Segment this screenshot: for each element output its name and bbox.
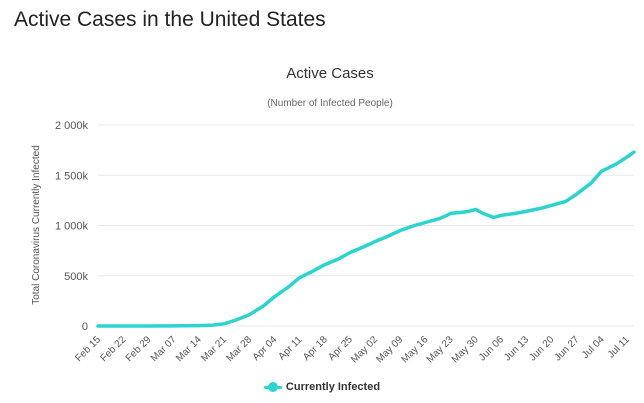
x-tick-label: May 02 (349, 334, 380, 365)
series-line-currently-infected[interactable] (96, 150, 636, 328)
x-tick-label: Jun 13 (502, 334, 531, 363)
chart-subtitle: (Number of Infected People) (267, 98, 393, 109)
x-tick-label: Jun 06 (477, 334, 506, 363)
y-axis-label: Total Coronavirus Currently Infected (31, 145, 42, 305)
x-tick-label: Jul 04 (580, 334, 607, 361)
chart-title: Active Cases (286, 65, 374, 82)
x-tick-label: Apr 18 (301, 334, 330, 363)
y-tick-label: 2 000k (55, 120, 89, 132)
x-tick-label: May 16 (400, 334, 431, 365)
y-tick-label: 0 (82, 321, 88, 333)
y-tick-label: 1 000k (55, 221, 89, 233)
x-tick-label: Jun 27 (553, 334, 582, 363)
x-tick-label: Mar 21 (199, 334, 229, 364)
x-tick-label: May 09 (374, 334, 405, 365)
x-tick-label: Apr 04 (251, 334, 280, 363)
x-tick-label: Mar 14 (174, 334, 204, 364)
active-cases-chart: Active Cases (Number of Infected People)… (31, 65, 636, 365)
x-tick-label: Feb 29 (124, 334, 154, 364)
legend-marker-icon (263, 382, 282, 392)
x-tick-label: Mar 07 (149, 334, 179, 364)
x-tick-label: Feb 22 (99, 334, 129, 364)
x-tick-label: Feb 15 (73, 334, 103, 364)
grid-lines (98, 124, 634, 327)
x-tick-label: May 23 (425, 334, 456, 365)
x-tick-label: May 30 (450, 334, 481, 365)
series-layer (96, 150, 636, 328)
legend[interactable]: Currently Infected (0, 381, 644, 393)
page-heading: Active Cases in the United States (14, 8, 326, 31)
x-tick-label: Apr 11 (276, 334, 304, 362)
y-tick-labels: 0 500k 1 000k 1 500k 2 000k (55, 120, 89, 333)
y-tick-label: 500k (64, 271, 88, 283)
x-tick-label: Mar 28 (224, 334, 254, 364)
y-tick-label: 1 500k (55, 170, 89, 182)
legend-label-currently-infected: Currently Infected (285, 381, 381, 393)
x-tick-label: Jul 11 (606, 334, 632, 360)
x-tick-label: Jun 20 (527, 334, 556, 363)
